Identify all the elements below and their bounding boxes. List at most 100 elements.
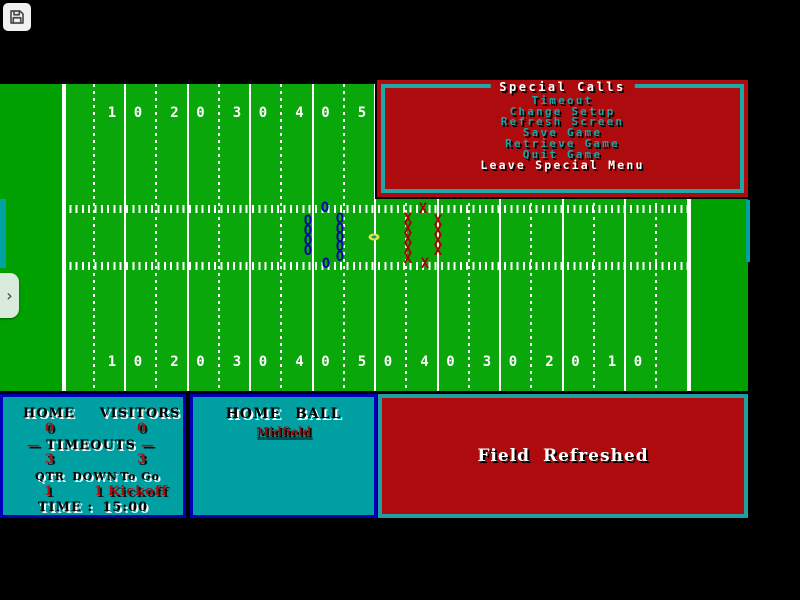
yard-number: 3 (232, 354, 242, 370)
yard-number: 3 (482, 354, 492, 370)
five-yard-line (342, 84, 345, 391)
home-label: HOME (23, 406, 75, 421)
chevron-right-icon: › (6, 285, 13, 305)
qtr-value: 1 (43, 484, 55, 499)
yard-number: 0 (258, 354, 268, 370)
time-label: TIME : (37, 500, 94, 515)
yard-number: 0 (446, 354, 455, 370)
five-yard-line (155, 84, 158, 391)
sidebar-toggle-button[interactable]: › (0, 273, 19, 318)
five-yard-line (655, 84, 658, 391)
yard-number: 0 (508, 354, 518, 370)
timeouts-dash-left: — (27, 438, 41, 453)
visitors-player-marker: X (403, 251, 413, 267)
five-yard-line (530, 84, 533, 391)
home-player-marker: O (335, 221, 345, 237)
visitors-player-marker: X (433, 233, 443, 249)
yard-number: 1 (607, 354, 617, 370)
visitors-timeouts: 3 (136, 452, 148, 467)
menu-item-quit-game[interactable]: Quit Game (522, 147, 603, 161)
home-score: 0 (44, 421, 56, 436)
down-value: 1 (93, 484, 105, 499)
yard-line (186, 84, 189, 391)
yard-number: 0 (383, 354, 393, 370)
time-value: 15:00 (102, 500, 149, 515)
visitors-score: 0 (136, 421, 148, 436)
down-label: DOWN (72, 470, 118, 483)
screen-border-right (746, 200, 750, 262)
yard-number: 0 (321, 105, 330, 121)
visitors-player-marker: X (403, 241, 413, 257)
goal-line (62, 84, 66, 391)
menu-items: Timeout Change Setup Refresh Screen Save Ga… (385, 94, 740, 173)
yard-line (561, 84, 564, 391)
visitors-player-marker: X (403, 211, 413, 227)
home-player-marker: O (303, 223, 313, 239)
timeouts-dash-right: — (141, 438, 155, 453)
yard-number: 5 (357, 105, 367, 121)
yard-line (499, 84, 501, 391)
menu-item-refresh-screen[interactable]: Refresh Screen (500, 115, 625, 129)
five-yard-line (592, 84, 595, 391)
yard-number: 0 (196, 105, 205, 121)
home-player-marker: O (335, 230, 345, 246)
ball-marker (368, 233, 380, 241)
home-player-marker: O (335, 239, 345, 255)
yard-number: 0 (571, 354, 580, 370)
status-message: Field Refreshed (477, 446, 649, 466)
save-button[interactable] (3, 3, 31, 31)
togo-label: To Go (120, 470, 160, 483)
yard-line (311, 84, 314, 391)
home-player-marker: O (335, 211, 345, 227)
five-yard-line (405, 84, 408, 391)
menu-item-retrieve-game[interactable]: Retrieve Game (505, 136, 620, 150)
timeouts-label: TIMEOUTS (46, 438, 136, 453)
yard-number: 2 (170, 354, 179, 370)
scoreboard-panel: HOME VISITORS 0 0 — TIMEOUTS — 3 3 QTR D… (0, 394, 186, 518)
hash-marks-row (63, 262, 687, 270)
menu-title: Special Calls (490, 80, 635, 94)
yard-line (249, 84, 251, 391)
yard-number: 0 (133, 354, 143, 370)
yard-number: 4 (295, 105, 304, 121)
yard-number: 0 (321, 354, 330, 370)
time-row: TIME : 15:00 (3, 500, 183, 515)
hash-marks-row (63, 205, 687, 213)
yard-number: 0 (133, 105, 143, 121)
yard-number: 3 (232, 105, 242, 121)
visitors-player-marker: X (418, 201, 428, 217)
special-calls-menu: Special Calls Timeout Change Setup Refresh… (375, 78, 750, 199)
home-player-marker: O (303, 213, 313, 229)
yard-number: 4 (420, 354, 429, 370)
yard-number: 0 (633, 354, 643, 370)
yard-number: 0 (258, 105, 268, 121)
yard-line (436, 84, 439, 391)
yard-line (624, 84, 626, 391)
home-player-marker: O (321, 256, 331, 272)
home-player-marker: O (335, 249, 345, 265)
five-yard-line (217, 84, 220, 391)
yard-number: 1 (107, 105, 117, 121)
menu-item-change-setup[interactable]: Change Setup (509, 104, 616, 118)
menu-item-save-game[interactable]: Save Game (522, 126, 603, 140)
visitors-player-marker: X (403, 221, 413, 237)
menu-item-timeout[interactable]: Timeout (531, 94, 594, 107)
menu-item-leave-special-menu[interactable]: Leave Special Menu (480, 158, 645, 173)
yard-number: 4 (295, 354, 304, 370)
yard-number: 1 (107, 354, 117, 370)
visitors-player-marker: X (403, 231, 413, 247)
possession-title: HOME BALL (225, 406, 342, 422)
yard-number: 5 (357, 354, 367, 370)
home-player-marker: O (303, 243, 313, 259)
possession-panel: HOME BALL Midfield (190, 394, 377, 518)
message-panel: Field Refreshed (378, 394, 748, 518)
visitors-label: VISITORS (99, 406, 181, 421)
menu-border: Special Calls Timeout Change Setup Refresh… (381, 80, 744, 193)
yard-number: 0 (196, 354, 205, 370)
qtr-label: QTR (35, 470, 65, 483)
five-yard-line (92, 84, 95, 391)
five-yard-line (280, 84, 283, 391)
visitors-player-marker: X (433, 213, 443, 229)
visitors-player-marker: X (420, 256, 430, 272)
